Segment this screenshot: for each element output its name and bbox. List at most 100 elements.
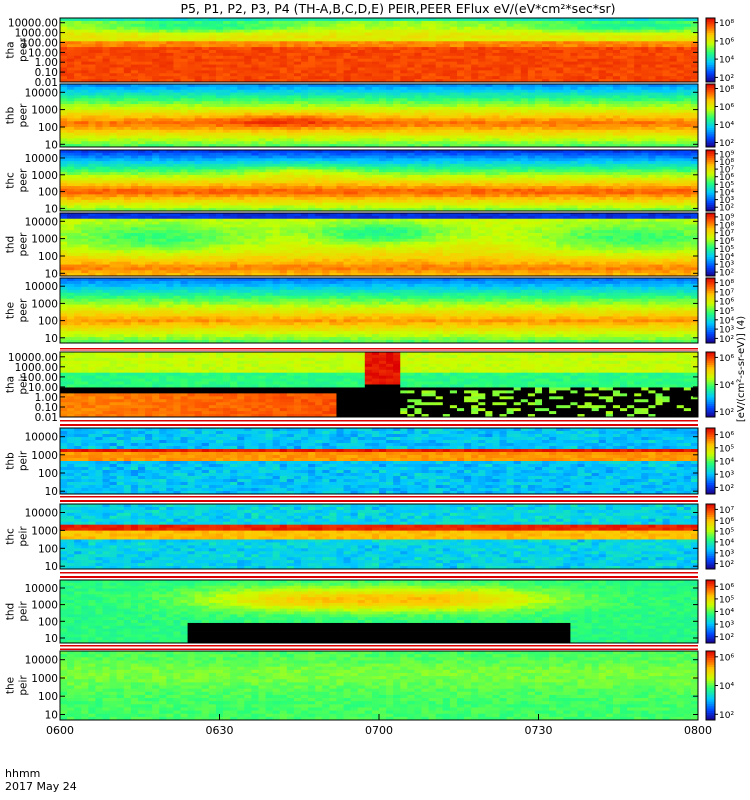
y-tick-label: 10 bbox=[45, 710, 58, 722]
y-tick-label: 10.00 bbox=[28, 47, 58, 59]
colorbar-tick-label: 10⁴ bbox=[719, 682, 734, 692]
colorbar-tick-label: 10⁴ bbox=[719, 188, 734, 198]
y-tick-label: 100 bbox=[38, 616, 58, 628]
panel-thd-peir: 10000 1000 100 10 thdpeir 10⁶ 10⁵ 10⁴ 10³ 10² bbox=[5, 579, 734, 645]
y-tick-label: 1000.00 bbox=[15, 362, 58, 374]
panel-stack: 10000.001000.00100.0010.001.000.100.01th… bbox=[5, 17, 734, 722]
panel-frame bbox=[59, 503, 699, 570]
time-axis-label: hhmm bbox=[5, 767, 40, 780]
y-tick-label: 0.10 bbox=[35, 67, 58, 79]
colorbar-tick-label: 10⁷ bbox=[719, 166, 734, 176]
colorbar-tick-label: 10⁵ bbox=[719, 528, 734, 538]
y-tick-label: 100.00 bbox=[21, 38, 58, 50]
panel-frame bbox=[59, 17, 699, 83]
y-tick-label: 10 bbox=[45, 268, 58, 280]
colorbar-tick-label: 10⁷ bbox=[719, 506, 734, 516]
colorbar: 10⁸ 10⁶ 10⁴ 10² bbox=[705, 83, 734, 149]
heatmap-cells bbox=[60, 150, 699, 212]
panel-frame bbox=[59, 277, 699, 344]
colorbar-tick-label: 10⁷ bbox=[719, 288, 734, 298]
heatmap-cells bbox=[60, 504, 699, 570]
colorbar-tick-label: 10² bbox=[719, 74, 734, 84]
colorbar: 10⁶ 10⁴ 10² bbox=[705, 351, 734, 418]
panel-label: thepeer bbox=[5, 298, 30, 323]
colorbar-tick-label: 10² bbox=[719, 711, 734, 721]
colorbar-tick-label: 10² bbox=[719, 204, 734, 214]
y-tick-label: 1000 bbox=[31, 600, 58, 612]
panel-frame bbox=[59, 83, 699, 148]
colorbar-tick-label: 10⁶ bbox=[719, 354, 734, 364]
quality-flag-bars bbox=[60, 348, 698, 650]
colorbar-tick-label: 10⁴ bbox=[719, 538, 734, 548]
y-tick-label: 0.01 bbox=[35, 412, 58, 424]
colorbar-tick-label: 10⁶ bbox=[719, 583, 734, 593]
colorbar-tick-label: 10³ bbox=[719, 326, 734, 336]
panel-thc-peer: 10000100010010thcpeer10⁹10⁸10⁷10⁶10⁵10⁴1… bbox=[5, 149, 734, 215]
y-tick-label: 10000.00 bbox=[8, 352, 58, 364]
colorbar-tick-label: 10⁶ bbox=[719, 517, 734, 527]
x-tick-label: 0730 bbox=[525, 724, 553, 737]
colorbar-tick-label: 10² bbox=[719, 560, 734, 570]
colorbar-tick-label: 10⁸ bbox=[719, 85, 734, 95]
colorbar-tick-label: 10³ bbox=[719, 549, 734, 559]
heatmap-cells bbox=[60, 428, 699, 495]
y-tick-label: 100.00 bbox=[21, 372, 58, 384]
y-tick-label: 10000 bbox=[25, 87, 58, 99]
y-tick-label: 10000 bbox=[25, 153, 58, 165]
panel-label: thcpeir bbox=[5, 526, 30, 547]
panel-thd-peer: 10000100010010thdpeer10⁹10⁸10⁷10⁶10⁵10⁴1… bbox=[5, 212, 734, 280]
colorbar-tick-label: 10³ bbox=[719, 621, 734, 631]
y-tick-label: 10 bbox=[45, 203, 58, 215]
y-tick-label: 10000 bbox=[25, 432, 58, 444]
panel-thb-peer: 10000 1000 100 10 thbpeer 10⁸ 10⁶ 10⁴ 10² bbox=[5, 83, 734, 151]
colorbar-tick-label: 10³ bbox=[719, 261, 734, 271]
y-tick-label: 1000 bbox=[31, 673, 58, 685]
y-tick-label: 10 bbox=[45, 486, 58, 498]
colorbar-tick-label: 10⁶ bbox=[719, 237, 734, 247]
y-tick-label: 10000 bbox=[25, 583, 58, 595]
colorbar-tick-label: 10⁶ bbox=[719, 653, 734, 663]
colorbar-tick-label: 10² bbox=[719, 335, 734, 345]
panel-label: thapeer bbox=[5, 37, 30, 62]
y-tick-label: 1.00 bbox=[35, 57, 58, 69]
panel-thb-peir: 10000 1000 100 10 thbpeir 10⁶ 10⁵ 10⁴ 10³ 10² bbox=[5, 427, 734, 498]
panel-the-peir: 10000 1000 100 10 thepeir 10⁶ 10⁴ 10² bbox=[5, 650, 734, 722]
colorbar-tick-label: 10² bbox=[719, 633, 734, 643]
heatmap-cells bbox=[60, 18, 699, 83]
x-tick-label: 0630 bbox=[206, 724, 234, 737]
panel-the-peer: 10000 1000 100 10 thepeer 10⁸10⁷10⁶10⁵10⁴10³1… bbox=[5, 277, 734, 345]
y-tick-label: 10000 bbox=[25, 508, 58, 520]
colorbar-tick-label: 10⁶ bbox=[719, 298, 734, 308]
y-tick-label: 1000 bbox=[31, 298, 58, 310]
colorbar-tick-label: 10⁸ bbox=[719, 221, 734, 231]
colorbar-tick-label: 10⁴ bbox=[719, 121, 734, 131]
y-tick-label: 1000 bbox=[31, 234, 58, 246]
y-tick-label: 10000.00 bbox=[8, 18, 58, 30]
colorbar-tick-label: 10⁵ bbox=[719, 595, 734, 605]
heatmap-cells bbox=[60, 580, 699, 644]
colorbar-tick-label: 10⁵ bbox=[719, 181, 734, 191]
y-tick-label: 10.00 bbox=[28, 382, 58, 394]
colorbar-tick-label: 10⁴ bbox=[719, 56, 734, 66]
colorbar-tick-label: 10⁶ bbox=[719, 431, 734, 441]
panel-label: thbpeer bbox=[5, 103, 30, 128]
panel-frame bbox=[59, 427, 699, 495]
colorbar-tick-label: 10⁵ bbox=[719, 245, 734, 255]
colorbar-tick-label: 10² bbox=[719, 139, 734, 149]
y-tick-label: 10 bbox=[45, 633, 58, 645]
y-tick-label: 10 bbox=[45, 139, 58, 151]
y-tick-label: 100 bbox=[38, 187, 58, 199]
panel-label: thbpeir bbox=[5, 450, 30, 471]
colorbar: 10⁶ 10⁵ 10⁴ 10³ 10² bbox=[705, 579, 734, 644]
colorbar-tick-label: 10⁷ bbox=[719, 229, 734, 239]
x-tick-label: 0800 bbox=[684, 724, 712, 737]
colorbar-tick-label: 10⁴ bbox=[719, 381, 734, 391]
colorbar-tick-label: 10³ bbox=[719, 471, 734, 481]
date-label: 2017 May 24 bbox=[5, 780, 77, 793]
